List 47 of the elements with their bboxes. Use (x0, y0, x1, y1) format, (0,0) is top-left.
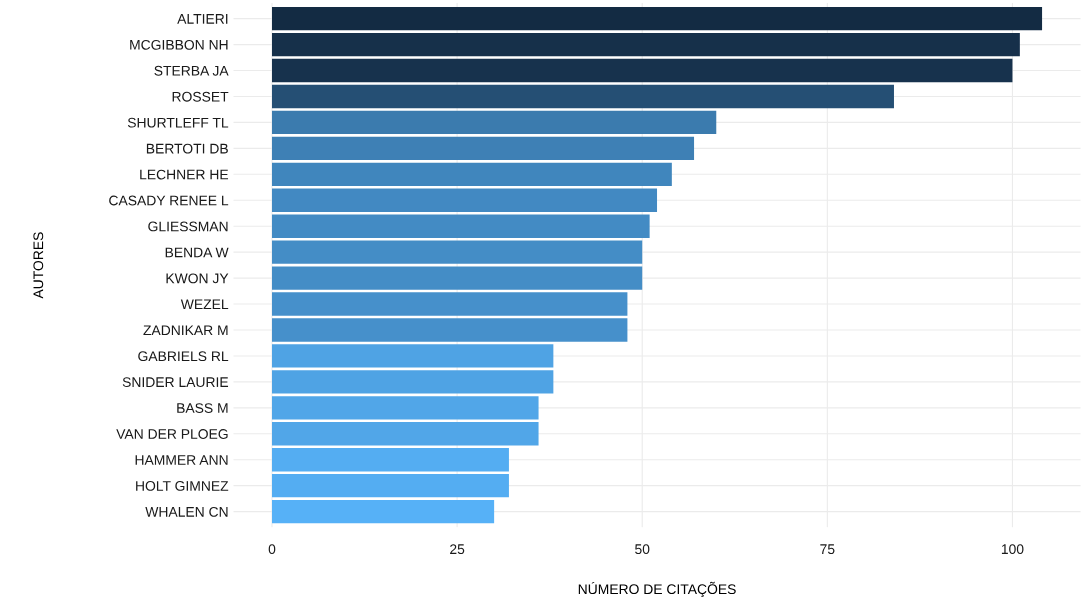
y-tick-label: BENDA W (165, 247, 229, 258)
y-tick-label: BASS M (177, 403, 228, 413)
bar (271, 292, 628, 316)
bar (271, 84, 894, 109)
y-tick-label: CASADY RENEE L (109, 195, 229, 206)
x-axis-title: NÚMERO DE CITAÇÕES (578, 581, 736, 597)
y-tick-label: GLIESSMAN (148, 221, 228, 232)
y-tick-label: BERTOTI DB (146, 143, 228, 154)
y-tick-label: GABRIELS RL (138, 351, 229, 362)
y-tick-label: WEZEL (180, 299, 229, 310)
bar (271, 396, 539, 420)
y-axis-title: AUTORES (33, 232, 44, 299)
bar (271, 266, 643, 290)
y-tick-label: ALTIERI (177, 14, 228, 24)
bar (271, 162, 672, 186)
x-tick-label: 50 (635, 544, 650, 555)
y-tick-label: STERBA JA (154, 65, 229, 76)
x-tick-label: 75 (820, 544, 835, 555)
bar (271, 188, 658, 212)
y-tick-label: HOLT GIMNEZ (136, 481, 229, 491)
bar (271, 344, 554, 368)
y-tick-label: ROSSET (172, 91, 229, 102)
y-tick-label: HAMMER ANN (135, 455, 228, 465)
y-tick-label: MCGIBBON NH (130, 39, 228, 50)
y-tick-label: VAN DER PLOEG (116, 429, 228, 439)
bar (271, 32, 1020, 57)
y-tick-label: SHURTLEFF TL (127, 117, 229, 128)
y-tick-label: WHALEN CN (145, 506, 228, 517)
x-tick-label: 0 (268, 544, 276, 555)
bar (271, 58, 1013, 83)
y-tick-label: KWON JY (166, 273, 229, 284)
y-tick-label: LECHNER HE (140, 169, 229, 180)
bar (271, 499, 495, 524)
x-tick-label: 100 (1001, 544, 1024, 555)
bar (271, 422, 539, 446)
y-tick-label: ZADNIKAR M (143, 325, 228, 336)
bar (271, 370, 554, 394)
bar (271, 318, 628, 342)
y-tick-label: SNIDER LAURIE (122, 377, 229, 388)
bar (271, 110, 717, 135)
bar (271, 448, 509, 472)
bar (271, 240, 643, 264)
bar (271, 6, 1043, 31)
bar (271, 136, 695, 161)
bar (271, 214, 650, 238)
bar (271, 473, 509, 498)
x-tick-label: 25 (450, 544, 465, 555)
